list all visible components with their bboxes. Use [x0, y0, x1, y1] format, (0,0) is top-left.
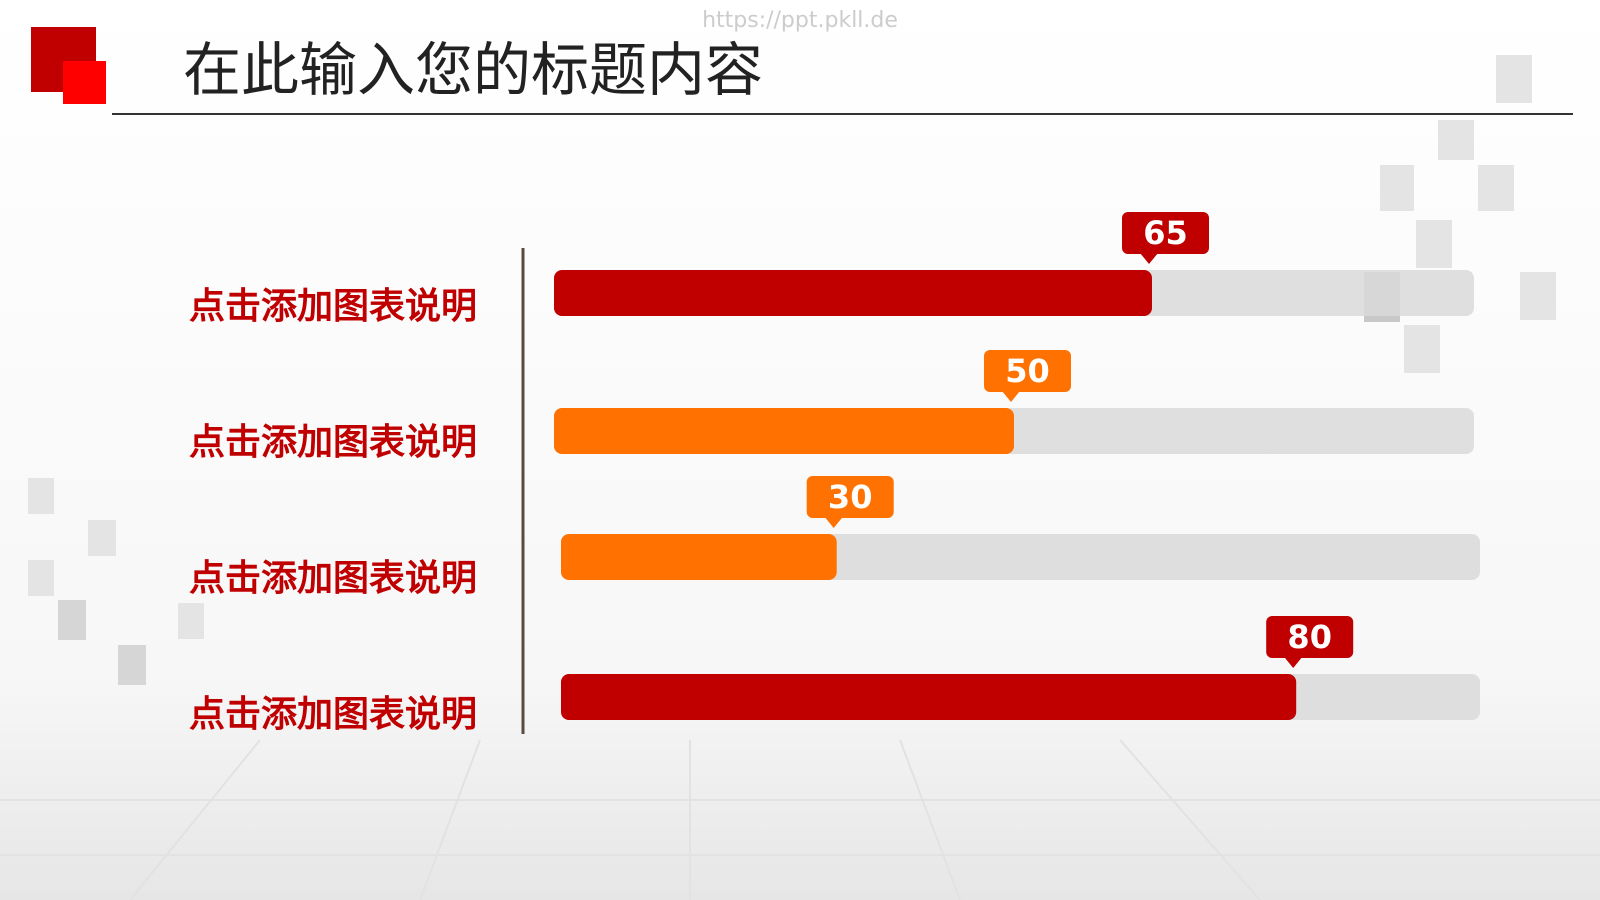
bar — [561, 674, 1297, 720]
category-label: 点击添加图表说明 — [189, 558, 477, 599]
callout-pointer — [1002, 391, 1020, 402]
callout-box — [1122, 212, 1209, 254]
callout-box — [806, 476, 894, 518]
callout-pointer — [824, 517, 843, 528]
bar — [554, 270, 1152, 316]
value-label: 30 — [828, 478, 873, 516]
value-label: 65 — [1143, 214, 1188, 252]
callout-box — [984, 350, 1071, 392]
callout-pointer — [1284, 657, 1303, 668]
watermark: https://ppt.pkll.de — [702, 8, 898, 33]
floor-lines — [0, 739, 1600, 900]
bar — [561, 534, 837, 580]
value-label: 50 — [1005, 352, 1050, 390]
callout-pointer — [1140, 253, 1158, 264]
slide-title: 在此输入您的标题内容 — [183, 36, 763, 104]
logo-square — [63, 61, 106, 104]
category-label: 点击添加图表说明 — [189, 286, 477, 327]
deco-squares — [28, 55, 1556, 685]
callout-box — [1266, 616, 1354, 658]
category-label: 点击添加图表说明 — [189, 694, 477, 735]
category-label: 点击添加图表说明 — [189, 422, 477, 463]
value-label: 80 — [1287, 618, 1332, 656]
bar — [554, 408, 1014, 454]
